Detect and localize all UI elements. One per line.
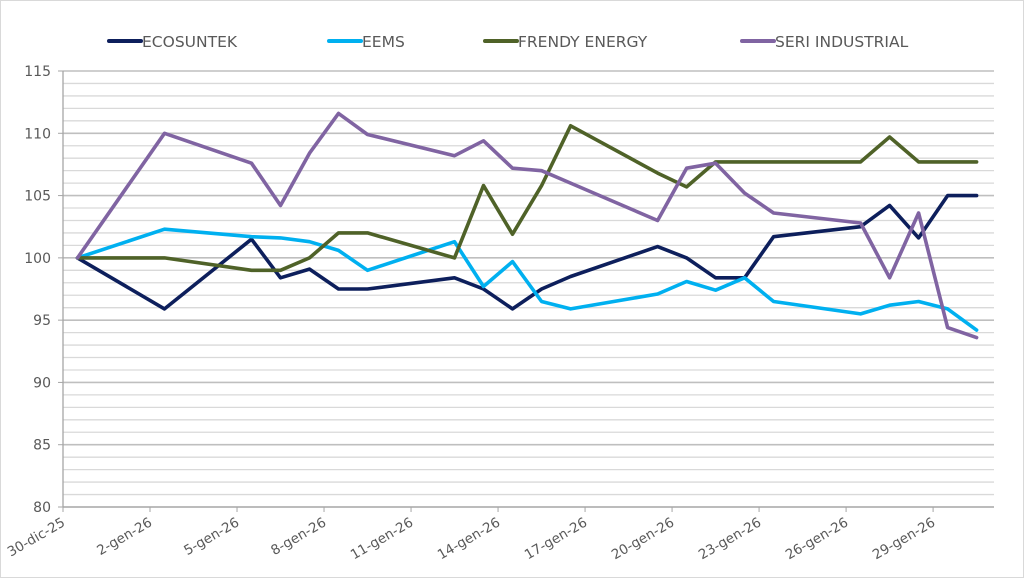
y-tick-label: 80 [33, 500, 51, 516]
series-lines [77, 113, 976, 337]
y-tick-label: 85 [33, 438, 51, 454]
x-tick-label: 14-gen-26 [435, 515, 503, 564]
legend-item: EEMS [329, 33, 405, 51]
legend-item: ECOSUNTEK [109, 33, 238, 51]
x-tick-label: 20-gen-26 [609, 515, 677, 564]
y-tick-label: 115 [24, 64, 51, 80]
series-line-eems [78, 229, 977, 330]
legend-item: SERI INDUSTRIAL [742, 33, 909, 51]
x-tick-label: 17-gen-26 [522, 515, 590, 564]
legend-label: EEMS [362, 33, 405, 51]
x-tick-label: 29-gen-26 [870, 515, 938, 564]
x-tick-label: 23-gen-26 [696, 515, 764, 564]
y-tick-label: 90 [33, 375, 51, 391]
y-tick-label: 100 [24, 251, 51, 267]
x-tick-label: 5-gen-26 [181, 515, 242, 559]
y-tick-label: 95 [33, 313, 51, 329]
legend-item: FRENDY ENERGY [485, 33, 648, 51]
legend: ECOSUNTEK EEMS FRENDY ENERGY SERI INDUSTRIA… [109, 33, 909, 51]
series-line-seri-industrial [78, 113, 977, 337]
x-tick-label: 30-dic-25 [5, 515, 68, 561]
gridlines [63, 71, 994, 507]
y-tick-label: 105 [24, 189, 51, 205]
legend-label: SERI INDUSTRIAL [775, 33, 909, 51]
legend-label: FRENDY ENERGY [518, 33, 648, 51]
x-tick-label: 26-gen-26 [783, 515, 851, 564]
series-line-frendy-energy [78, 126, 977, 270]
x-tick-label: 8-gen-26 [268, 515, 329, 559]
x-tick-label: 11-gen-26 [348, 515, 416, 564]
x-tick-label: 2-gen-26 [94, 515, 155, 559]
y-tick-label: 110 [24, 126, 51, 142]
axes: 80 85 90 95 100 105 110 115 30-dic-25 2-gen-26 5-g… [5, 64, 994, 563]
legend-label: ECOSUNTEK [142, 33, 238, 51]
